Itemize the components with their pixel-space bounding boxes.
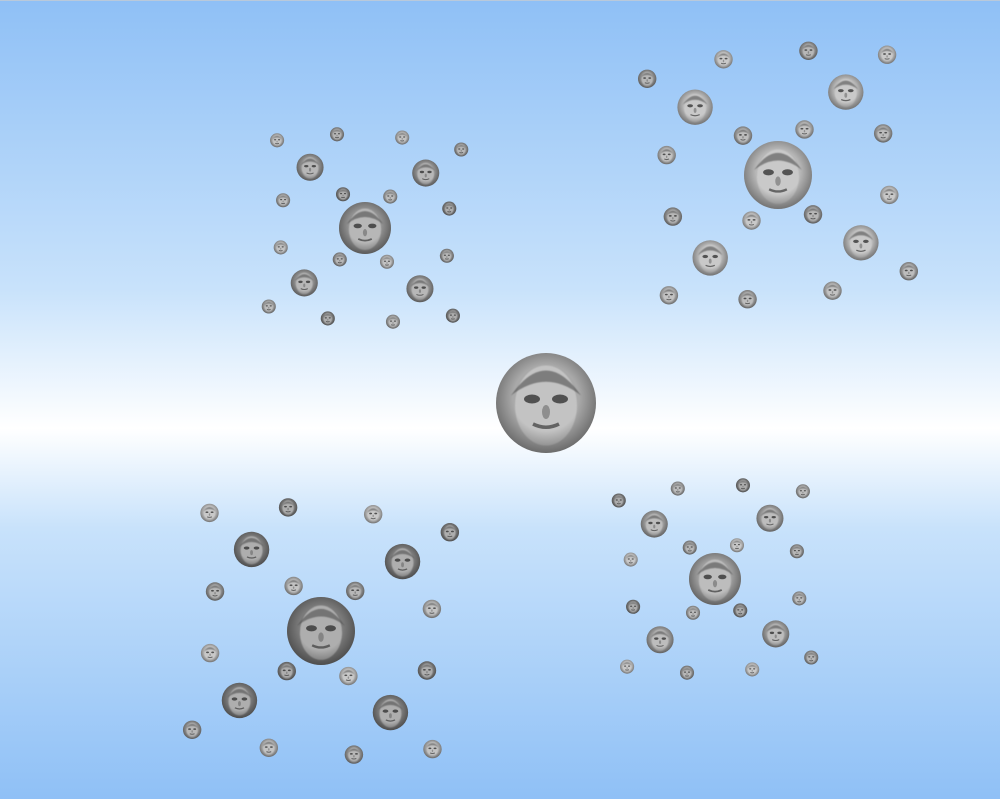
face-node[interactable] <box>663 207 683 226</box>
face-node[interactable] <box>899 262 919 281</box>
face-node[interactable] <box>685 605 701 620</box>
face-node[interactable] <box>363 505 383 524</box>
face-node[interactable] <box>745 662 760 677</box>
face-node[interactable] <box>496 353 596 453</box>
face-node[interactable] <box>329 127 345 142</box>
face-node[interactable] <box>689 553 741 605</box>
face-node[interactable] <box>795 120 814 139</box>
face-node[interactable] <box>442 201 457 216</box>
face-node[interactable] <box>422 599 442 619</box>
face-node[interactable] <box>221 682 258 719</box>
face-node[interactable] <box>284 576 303 596</box>
face-node[interactable] <box>200 643 220 663</box>
face-node[interactable] <box>804 650 819 665</box>
face-node[interactable] <box>205 582 225 601</box>
face-node[interactable] <box>440 523 460 542</box>
face-node[interactable] <box>339 666 358 686</box>
face-node[interactable] <box>233 531 270 568</box>
face-node[interactable] <box>277 661 296 681</box>
face-node[interactable] <box>677 89 713 125</box>
face-node[interactable] <box>412 159 440 187</box>
face-node[interactable] <box>620 659 635 674</box>
face-node[interactable] <box>637 69 657 88</box>
face-node[interactable] <box>182 720 202 739</box>
face-node[interactable] <box>296 153 324 181</box>
face-node[interactable] <box>383 189 398 204</box>
face-node[interactable] <box>417 661 437 680</box>
face-node[interactable] <box>828 74 864 110</box>
face-node[interactable] <box>735 478 751 493</box>
face-node[interactable] <box>290 269 318 297</box>
face-node[interactable] <box>276 193 291 208</box>
face-node[interactable] <box>335 187 351 202</box>
face-node[interactable] <box>742 211 761 230</box>
face-node[interactable] <box>395 130 410 145</box>
face-node[interactable] <box>454 142 469 157</box>
face-node[interactable] <box>439 248 454 263</box>
face-node[interactable] <box>406 275 434 303</box>
face-node[interactable] <box>384 543 421 580</box>
face-node[interactable] <box>657 145 676 165</box>
face-node[interactable] <box>385 314 401 329</box>
face-node[interactable] <box>670 481 685 496</box>
face-node[interactable] <box>379 254 395 269</box>
face-node[interactable] <box>346 581 365 601</box>
face-node[interactable] <box>729 538 745 553</box>
face-node[interactable] <box>423 739 442 759</box>
face-node[interactable] <box>320 311 335 326</box>
face-node[interactable] <box>287 597 355 665</box>
face-node[interactable] <box>795 484 810 499</box>
face-node[interactable] <box>744 141 812 209</box>
face-node[interactable] <box>682 540 697 555</box>
face-node[interactable] <box>261 299 276 314</box>
face-node[interactable] <box>733 603 748 618</box>
face-node[interactable] <box>738 290 757 309</box>
face-node[interactable] <box>873 124 893 143</box>
face-node[interactable] <box>692 240 728 276</box>
face-node[interactable] <box>843 225 879 261</box>
face-node[interactable] <box>445 308 460 323</box>
face-node[interactable] <box>259 738 279 757</box>
face-node[interactable] <box>278 498 298 517</box>
face-node[interactable] <box>762 620 790 648</box>
face-node[interactable] <box>611 493 626 508</box>
face-node[interactable] <box>339 202 391 254</box>
face-node[interactable] <box>372 694 409 731</box>
face-node[interactable] <box>646 626 674 654</box>
face-node[interactable] <box>640 510 668 538</box>
face-node[interactable] <box>799 41 818 60</box>
face-node[interactable] <box>756 504 784 532</box>
face-node[interactable] <box>344 745 364 764</box>
face-node[interactable] <box>792 591 807 606</box>
face-node[interactable] <box>200 503 219 523</box>
face-node[interactable] <box>270 133 285 148</box>
face-node[interactable] <box>332 252 347 267</box>
face-nodes <box>182 41 919 764</box>
face-node[interactable] <box>789 544 804 559</box>
face-node[interactable] <box>714 50 733 69</box>
face-node[interactable] <box>273 240 288 255</box>
face-node[interactable] <box>679 665 695 680</box>
face-node[interactable] <box>877 45 897 64</box>
face-node[interactable] <box>823 281 842 300</box>
face-node[interactable] <box>880 185 899 205</box>
face-node[interactable] <box>626 599 641 614</box>
face-node[interactable] <box>659 286 679 305</box>
face-node[interactable] <box>803 205 823 224</box>
face-node[interactable] <box>733 126 753 145</box>
face-node[interactable] <box>623 552 638 567</box>
